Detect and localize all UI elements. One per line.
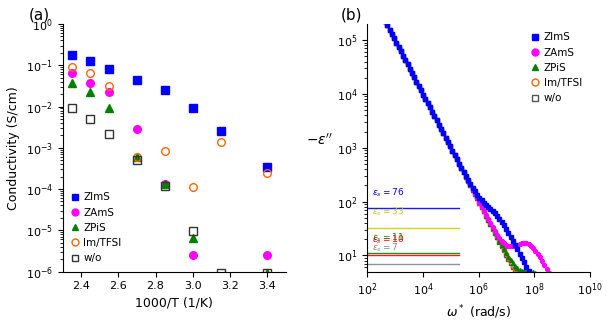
ZImS	[87, 59, 94, 63]
ZPiS	[217, 276, 224, 280]
ZPiS	[189, 236, 196, 240]
ZPiS	[87, 91, 94, 94]
ZImS	[106, 67, 113, 71]
ZAmS	[106, 91, 113, 94]
ZImS	[161, 88, 168, 92]
Line: Im/TFSI: Im/TFSI	[68, 63, 271, 191]
Line: w/o: w/o	[68, 105, 271, 277]
ZImS	[68, 53, 76, 57]
Im/TFSI	[106, 84, 113, 88]
ZImS	[189, 107, 196, 111]
Text: $\varepsilon_s = 76$: $\varepsilon_s = 76$	[372, 186, 404, 198]
Text: $\varepsilon_s = 7$: $\varepsilon_s = 7$	[372, 242, 398, 254]
Im/TFSI	[217, 140, 224, 144]
X-axis label: $\omega^*$ (rad/s): $\omega^*$ (rad/s)	[446, 303, 511, 321]
ZPiS	[161, 182, 168, 186]
Line: ZPiS: ZPiS	[68, 79, 271, 282]
Text: $\varepsilon_s = 33$: $\varepsilon_s = 33$	[372, 206, 404, 218]
Im/TFSI	[189, 185, 196, 189]
Line: ZImS: ZImS	[68, 51, 271, 171]
ZAmS	[264, 253, 271, 257]
Im/TFSI	[161, 149, 168, 153]
w/o	[68, 107, 76, 111]
Legend: ZImS, ZAmS, ZPiS, Im/TFSI, w/o: ZImS, ZAmS, ZPiS, Im/TFSI, w/o	[528, 29, 585, 106]
ZPiS	[106, 107, 113, 111]
ZAmS	[87, 81, 94, 85]
X-axis label: 1000/T (1/K): 1000/T (1/K)	[135, 297, 213, 310]
ZPiS	[264, 272, 271, 276]
w/o	[264, 272, 271, 276]
ZAmS	[68, 71, 76, 75]
Im/TFSI	[87, 71, 94, 75]
ZImS	[264, 165, 271, 169]
ZAmS	[189, 253, 196, 257]
Y-axis label: $-\varepsilon''$: $-\varepsilon''$	[306, 133, 334, 148]
w/o	[189, 229, 196, 233]
Line: ZAmS: ZAmS	[68, 69, 271, 292]
Text: $\varepsilon_s = 11$: $\varepsilon_s = 11$	[372, 231, 404, 244]
Im/TFSI	[68, 65, 76, 69]
ZPiS	[68, 81, 76, 85]
ZAmS	[133, 127, 140, 131]
Text: (a): (a)	[29, 7, 50, 22]
Y-axis label: Conductivity (S/cm): Conductivity (S/cm)	[7, 86, 20, 210]
Im/TFSI	[264, 171, 271, 174]
Text: $\varepsilon_s = 10$: $\varepsilon_s = 10$	[372, 234, 404, 246]
w/o	[133, 158, 140, 162]
w/o	[87, 117, 94, 121]
ZPiS	[133, 155, 140, 159]
Im/TFSI	[133, 155, 140, 159]
w/o	[106, 132, 113, 135]
ZImS	[133, 78, 140, 82]
ZAmS	[161, 182, 168, 186]
ZImS	[217, 130, 224, 133]
w/o	[161, 184, 168, 188]
Text: (b): (b)	[340, 7, 362, 22]
Legend: ZImS, ZAmS, ZPiS, Im/TFSI, w/o: ZImS, ZAmS, ZPiS, Im/TFSI, w/o	[68, 189, 125, 266]
w/o	[217, 272, 224, 276]
ZAmS	[217, 286, 224, 290]
